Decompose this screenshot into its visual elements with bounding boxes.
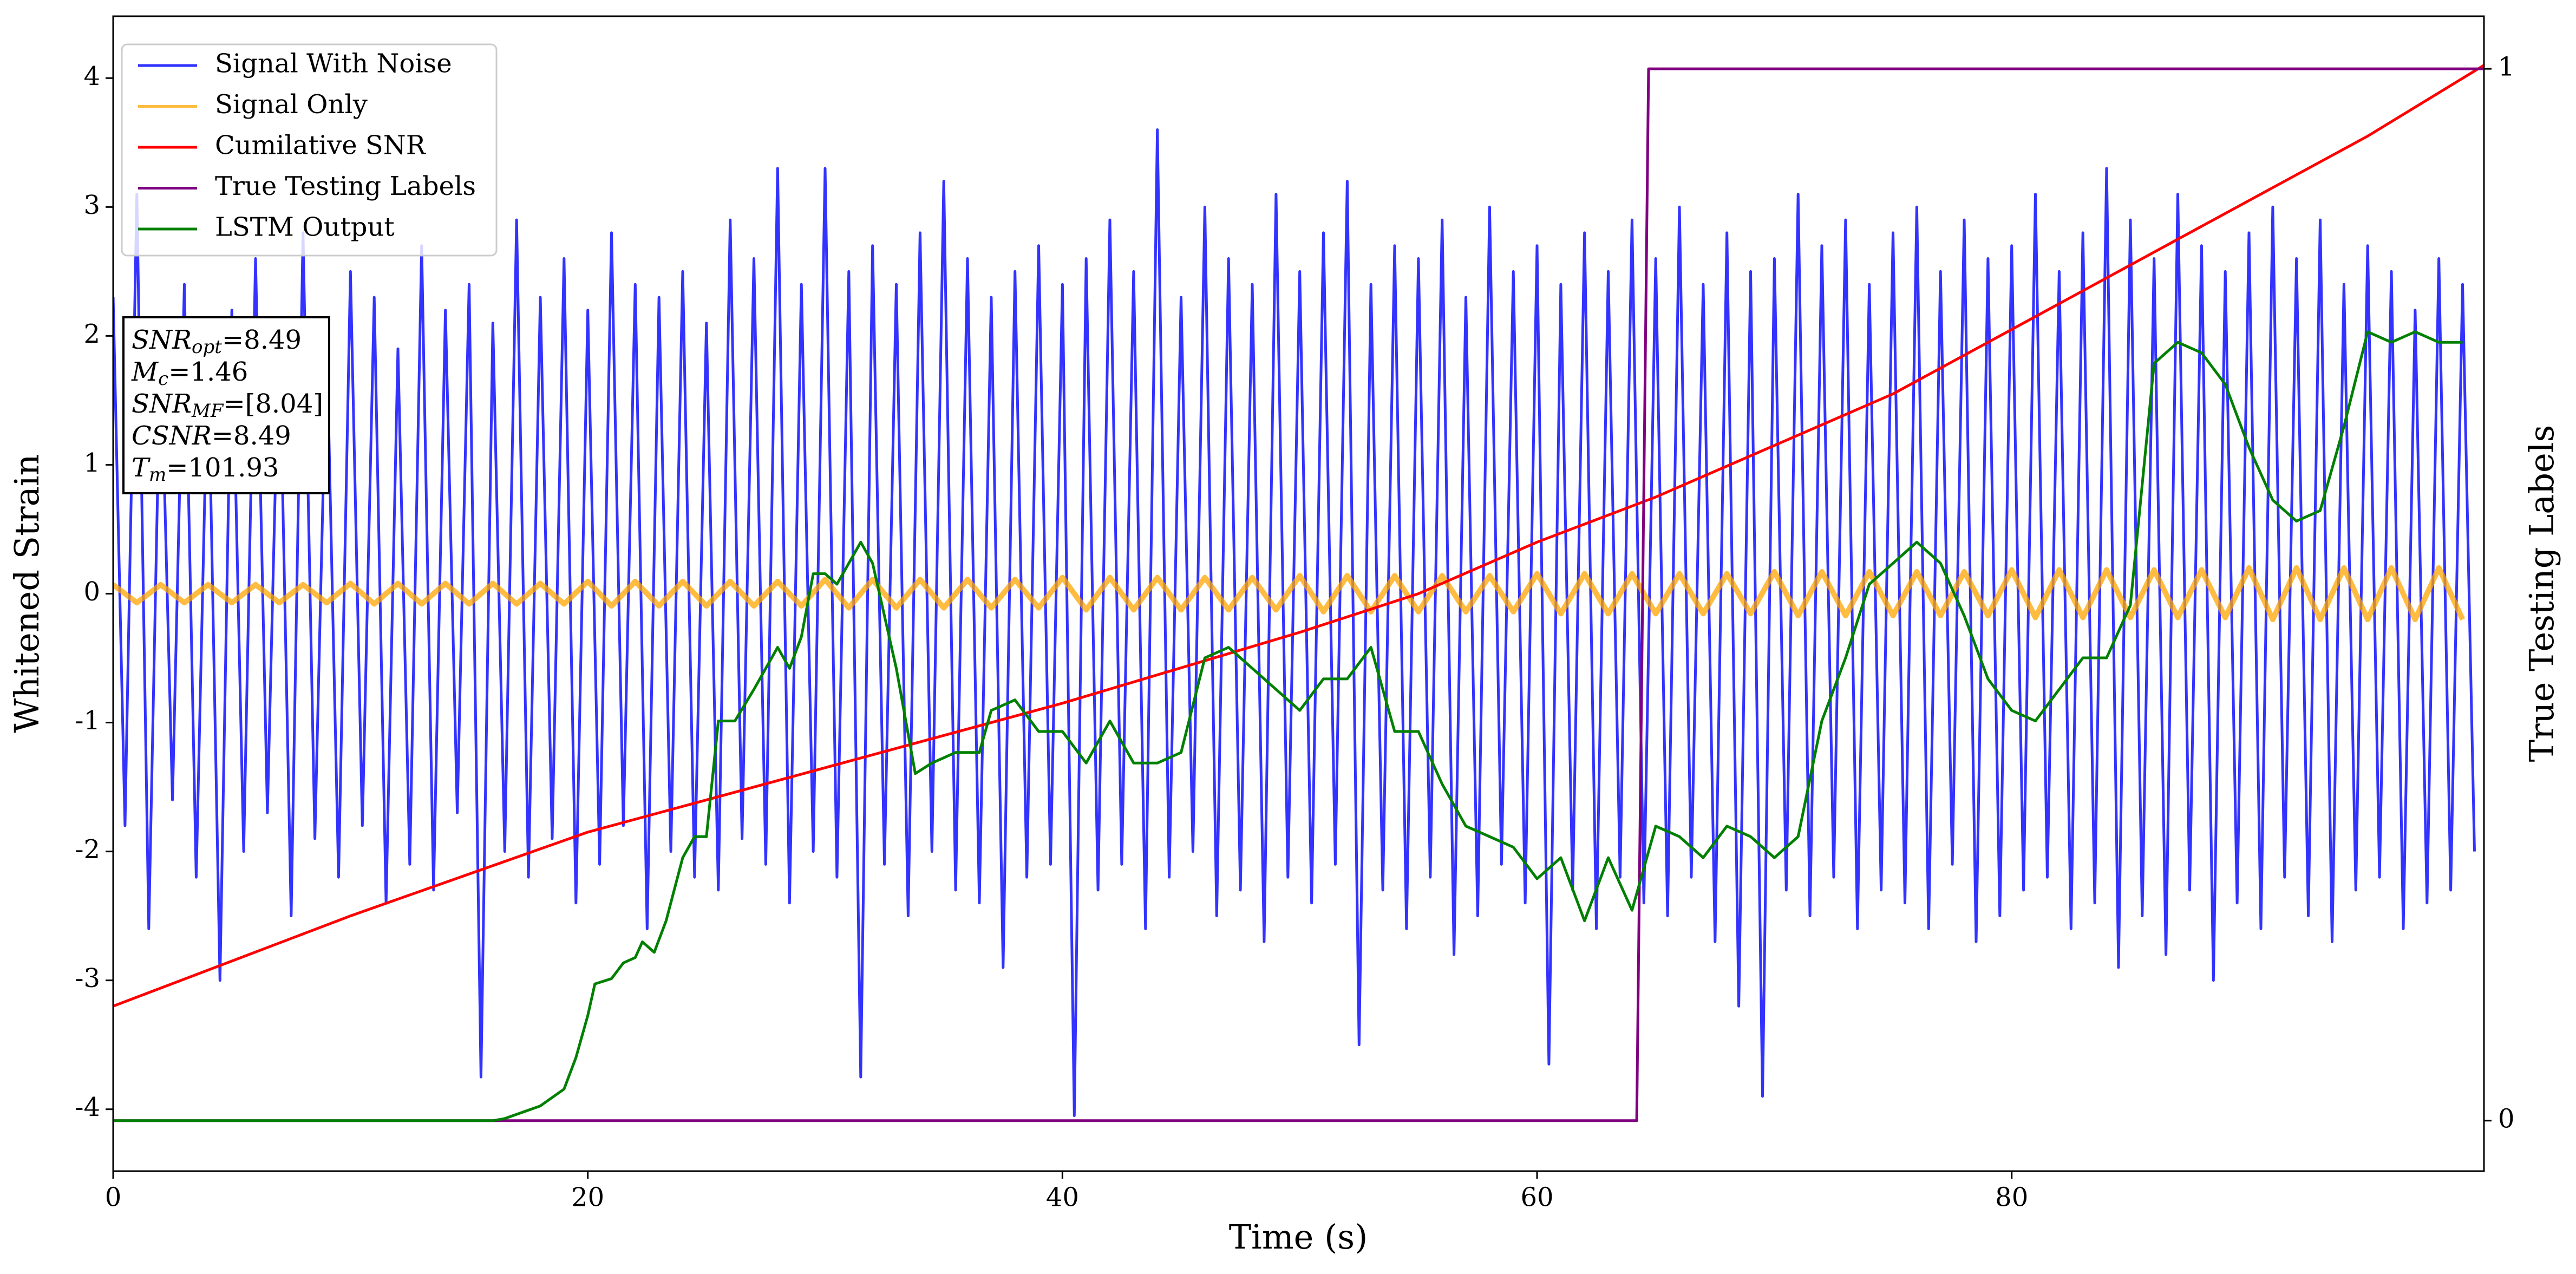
y-tick-label: -1 (75, 705, 100, 736)
annotation-value: =8.49 (222, 325, 302, 355)
annotation-value: =1.46 (168, 357, 248, 387)
annotation-sub: m (149, 464, 166, 486)
y-tick-label: 4 (83, 61, 100, 92)
series-line (113, 565, 2466, 623)
annotation-sub: MF (191, 400, 224, 422)
series-line (113, 128, 2476, 1118)
y2-tick-label: 1 (2498, 52, 2515, 82)
annotation-name: SNR (132, 389, 192, 419)
annotation-text: SNRMF=[8.04] (132, 389, 323, 422)
annotation-text: SNRopt=8.49 (132, 325, 302, 358)
series-line (113, 67, 2484, 1122)
y-tick-label: 2 (83, 319, 100, 349)
legend: Signal With Noise Signal Only Cumilative S… (121, 43, 498, 257)
annotation-text: Mc=1.46 (131, 357, 248, 390)
y-tick-label: -4 (75, 1092, 100, 1122)
annotation-name: SNR (132, 325, 192, 355)
legend-label: LSTM Output (215, 212, 395, 243)
y-tick-label: -2 (75, 834, 100, 865)
y-tick-label: 1 (83, 448, 100, 478)
legend-label: Cumilative SNR (215, 130, 427, 161)
y-tick-label: 3 (83, 190, 100, 220)
y-axis-label: Whitened Strain (7, 454, 47, 733)
x-tick-label: 0 (105, 1182, 122, 1213)
x-tick-label: 60 (1520, 1182, 1553, 1213)
x-tick-label: 20 (571, 1182, 604, 1213)
annotation-sub: opt (192, 336, 222, 358)
y-tick-label: 0 (83, 577, 100, 607)
series-line (113, 64, 2484, 1008)
x-axis-label: Time (s) (1229, 1217, 1368, 1257)
series-line (113, 330, 2463, 1122)
legend-label: True Testing Labels (215, 171, 476, 201)
annotation-value: =8.49 (212, 421, 291, 451)
annotation-text: Tm=101.93 (132, 453, 279, 486)
annotation-name: T (132, 453, 151, 483)
annotation-value: =101.93 (166, 453, 279, 483)
legend-label: Signal With Noise (215, 49, 452, 79)
y-tick-label: -3 (75, 963, 100, 994)
plot-area (113, 64, 2484, 1122)
y2-axis-label: True Testing Labels (2522, 425, 2561, 762)
annotation-sub: c (158, 368, 168, 390)
annotation-name: CSNR (132, 421, 212, 451)
annotation-frame (122, 316, 330, 494)
legend-box (121, 43, 498, 257)
y2-tick-label: 0 (2498, 1103, 2515, 1134)
x-tick-label: 80 (1995, 1182, 2028, 1213)
annotation-text: CSNR=8.49 (132, 421, 291, 451)
annotation-name: M (131, 357, 159, 387)
annotation-box: SNRopt=8.49Mc=1.46SNRMF=[8.04]CSNR=8.49T… (122, 316, 330, 494)
legend-label: Signal Only (215, 89, 368, 120)
x-tick-label: 40 (1046, 1182, 1079, 1213)
annotation-value: =[8.04] (223, 389, 323, 419)
